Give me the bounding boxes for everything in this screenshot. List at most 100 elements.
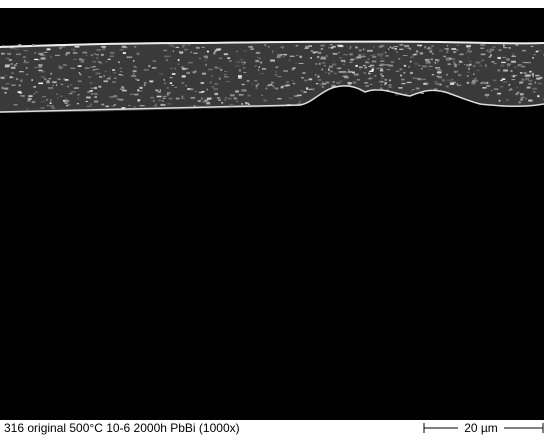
speckle <box>214 83 218 84</box>
speckle <box>458 75 461 77</box>
speckle <box>493 79 497 81</box>
speckle <box>122 107 126 109</box>
speckle <box>310 57 312 59</box>
speckle <box>529 99 532 101</box>
speckle <box>380 64 385 66</box>
speckle <box>78 98 79 100</box>
speckle <box>407 82 412 83</box>
speckle <box>61 84 64 85</box>
speckle <box>239 69 241 71</box>
speckle <box>242 84 245 85</box>
speckle <box>112 69 115 71</box>
speckle <box>523 62 527 63</box>
speckle <box>201 82 205 83</box>
speckle <box>184 49 188 51</box>
speckle <box>333 81 335 83</box>
speckle <box>381 58 383 59</box>
speckle <box>382 78 384 79</box>
speckle <box>236 101 238 103</box>
speckle <box>372 61 377 63</box>
speckle <box>250 48 254 50</box>
speckle <box>380 56 383 57</box>
speckle <box>178 63 179 65</box>
speckle <box>86 55 87 56</box>
speckle <box>5 75 6 76</box>
speckle <box>78 65 82 67</box>
speckle <box>133 66 136 67</box>
speckle <box>155 104 156 105</box>
speckle <box>238 78 242 79</box>
speckle <box>202 47 205 48</box>
speckle <box>350 46 352 48</box>
speckle <box>355 46 357 48</box>
speckle <box>15 49 19 50</box>
speckle <box>225 97 227 98</box>
speckle <box>526 77 529 78</box>
speckle <box>39 60 41 61</box>
speckle <box>271 82 275 83</box>
speckle <box>85 68 89 69</box>
speckle <box>205 64 206 66</box>
speckle <box>98 86 101 88</box>
speckle <box>221 102 223 103</box>
speckle <box>360 69 361 70</box>
speckle <box>423 79 426 80</box>
speckle <box>284 54 288 56</box>
speckle <box>385 55 389 57</box>
speckle <box>28 95 32 97</box>
speckle <box>403 55 408 56</box>
speckle <box>311 50 313 52</box>
speckle <box>176 98 180 100</box>
speckle <box>256 85 258 87</box>
speckle <box>60 96 62 97</box>
speckle <box>364 72 366 74</box>
speckle <box>96 54 99 55</box>
speckle <box>332 46 335 48</box>
speckle <box>243 64 245 65</box>
speckle <box>329 66 333 68</box>
speckle <box>364 82 368 84</box>
speckle <box>483 81 485 82</box>
speckle <box>481 66 482 67</box>
speckle <box>404 65 406 67</box>
speckle <box>11 63 13 64</box>
speckle <box>16 78 18 80</box>
speckle <box>52 81 57 83</box>
speckle <box>477 81 478 82</box>
speckle <box>44 78 45 80</box>
speckle <box>207 98 212 100</box>
speckle <box>486 85 490 87</box>
speckle <box>211 75 213 77</box>
speckle <box>538 83 542 84</box>
speckle <box>395 94 399 96</box>
speckle <box>164 50 168 52</box>
speckle <box>199 58 201 59</box>
speckle <box>283 70 288 72</box>
speckle <box>103 75 105 77</box>
speckle <box>356 57 361 59</box>
speckle <box>292 80 294 81</box>
speckle <box>4 88 8 90</box>
speckle <box>381 75 384 77</box>
speckle <box>509 89 513 90</box>
speckle <box>290 56 295 57</box>
speckle <box>243 51 247 52</box>
speckle <box>412 89 415 90</box>
speckle <box>421 93 425 94</box>
speckle <box>49 78 51 80</box>
speckle <box>446 80 451 81</box>
speckle <box>350 59 354 61</box>
speckle <box>328 73 329 75</box>
speckle <box>166 59 167 61</box>
speckle <box>500 80 503 81</box>
speckle <box>188 45 191 46</box>
speckle <box>331 85 335 87</box>
speckle <box>322 82 323 83</box>
speckle <box>428 47 431 49</box>
speckle <box>117 99 122 100</box>
speckle <box>6 83 9 84</box>
speckle <box>217 97 220 99</box>
speckle <box>502 78 506 80</box>
speckle <box>470 61 472 62</box>
speckle <box>26 74 29 75</box>
